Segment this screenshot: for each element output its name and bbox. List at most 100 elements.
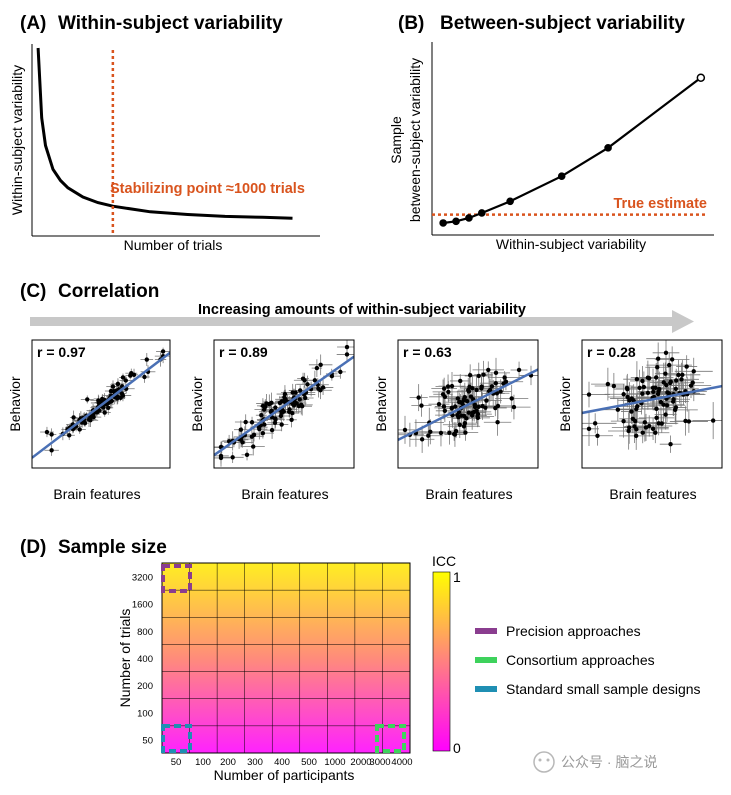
correlation-plot-3: r = 0.63 Behavior Brain features [373,339,539,502]
plot-ylabel: Behavior [189,376,205,432]
fit-line [32,351,170,459]
scatter-point [238,427,244,432]
panel-b: (B) Between-subject variability Sample b… [388,13,714,252]
scatter-point [684,364,689,369]
correlation-plot-area [398,357,538,453]
panel-d: (D) Sample size 50 100 200 400 800 1600 3200 5… [20,537,701,783]
scatter-point [290,390,295,395]
colorbar-max-label: 1 [453,569,461,585]
r-value-label: r = 0.97 [37,344,86,360]
scatter-point [683,418,688,424]
scatter-point [67,433,72,438]
scatter-point [416,395,421,400]
scatter-point [633,433,639,439]
panel-d-heatmap [162,563,410,753]
scatter-point [286,409,292,415]
panel-d-xlabel: Number of participants [214,767,355,783]
scatter-point [85,397,90,402]
scatter-point [108,388,114,394]
watermark-logo-eye2-icon [546,758,550,762]
scatter-point [674,378,679,383]
panel-b-ylabel-line1: Sample [388,116,404,164]
panel-b-point [506,197,514,206]
scatter-point [710,418,716,423]
scatter-point [49,432,54,437]
plot-xlabel: Brain features [241,486,328,502]
scatter-point [272,420,278,426]
scatter-point [464,416,469,421]
panel-b-point [439,219,447,227]
panel-b-annotation: True estimate [614,196,708,212]
scatter-point [670,399,676,404]
scatter-point [303,395,308,401]
fit-line [214,355,354,457]
scatter-point [634,376,640,382]
scatter-point [458,378,463,384]
scatter-point [663,412,668,417]
scatter-point [249,420,255,425]
panel-d-grid [162,563,410,753]
scatter-point [586,392,592,397]
scatter-point [654,415,659,421]
panel-d-label: (D) [20,537,46,558]
panel-b-ylabel-line2: between-subject variability [407,58,423,222]
watermark-logo-eye-icon [538,758,542,762]
panel-a: (A) Within-subject variability Within-su… [9,13,320,253]
scatter-point [463,430,468,435]
scatter-point [673,405,679,410]
scatter-point [453,428,459,434]
panel-b-label: (B) [398,13,424,34]
panel-d-y-ticks: 50 100 200 400 800 1600 3200 [132,573,153,747]
scatter-point [461,424,467,429]
correlation-plot-area [32,347,170,459]
panel-c-arrow-shaft [30,317,675,326]
scatter-point [273,416,278,421]
scatter-point [457,422,462,427]
scatter-point [106,405,111,410]
scatter-point [77,427,82,432]
scatter-point [650,426,656,432]
scatter-point [128,373,133,378]
scatter-point [302,378,307,383]
correlation-plot-area [214,340,354,467]
scatter-point [498,389,503,394]
scatter-point [269,400,274,406]
scatter-point [481,372,486,377]
scatter-point [470,385,475,391]
scatter-point [441,386,447,391]
legend-swatch [475,657,497,663]
scatter-point [625,386,630,392]
panel-b-title: Between-subject variability [440,13,685,34]
scatter-point [509,396,514,401]
panel-a-ylabel: Within-subject variability [9,65,25,215]
scatter-point [142,374,147,380]
panel-c-arrow-head [672,310,694,333]
x-tick-label: 50 [171,757,182,768]
watermark-logo-icon [533,751,555,773]
correlation-plot-area [582,340,722,453]
scatter-point [296,403,302,409]
legend-label: Precision approaches [506,623,641,639]
scatter-point [651,389,656,395]
scatter-point [654,406,659,412]
scatter-point [673,386,679,391]
scatter-point [489,384,495,389]
panel-c-title: Correlation [58,281,159,302]
scatter-point [661,380,666,385]
panel-b-points [439,73,706,227]
scatter-point [625,394,630,400]
scatter-point [466,387,471,393]
scatter-point [611,383,617,389]
scatter-point [656,389,661,394]
scatter-point [503,379,509,384]
x-tick-label: 4000 [391,757,412,768]
scatter-point [97,408,102,413]
y-tick-label: 800 [137,627,153,638]
scatter-point [120,375,126,380]
watermark-text: 公众号 · 脑之说 [561,754,657,770]
scatter-point [467,373,473,378]
scatter-point [511,404,517,410]
scatter-point [249,434,255,439]
panel-d-heatmap-border [161,562,411,754]
standard-designs-marker [161,724,192,753]
